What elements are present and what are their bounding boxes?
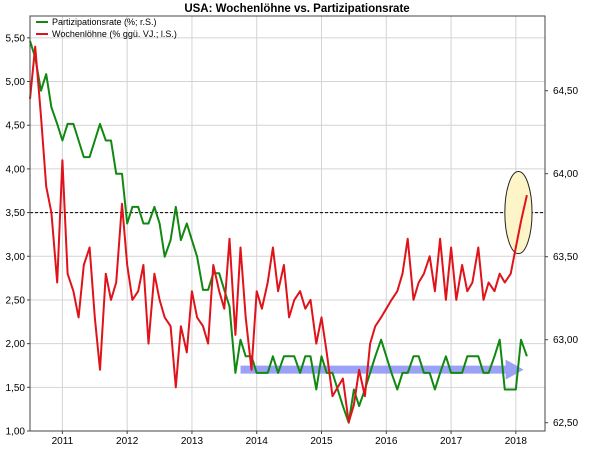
annotation-ellipse-layer xyxy=(504,171,533,255)
x-tick-label: 2011 xyxy=(52,436,74,447)
left-tick-label: 4,50 xyxy=(6,121,26,132)
series-participation-line xyxy=(29,40,528,424)
x-tick-label: 2018 xyxy=(505,436,528,447)
x-tick-label: 2017 xyxy=(440,436,463,447)
left-axis: 1,00 1,50 2,00 2,50 3,00 3,50 4,00 4,50 5,00 5,50 xyxy=(6,33,30,438)
left-tick-label: 5,00 xyxy=(6,77,26,88)
x-axis: 2011 2012 2013 2014 2015 2016 2017 2018 xyxy=(52,431,528,447)
highlight-ellipse xyxy=(504,171,533,255)
left-tick-label: 1,50 xyxy=(6,383,26,394)
trend-arrow xyxy=(240,359,524,380)
right-tick-label: 64,50 xyxy=(553,86,578,97)
series-wages-line xyxy=(29,45,528,424)
left-tick-label: 2,00 xyxy=(6,339,26,350)
right-tick-label: 63,00 xyxy=(553,335,578,346)
x-tick-label: 2013 xyxy=(181,436,204,447)
right-tick-label: 64,00 xyxy=(553,169,578,180)
series-layer xyxy=(29,40,528,424)
legend-label-participation: Partizipationsrate (%; r.S.) xyxy=(52,17,157,27)
left-tick-label: 4,00 xyxy=(6,164,26,175)
chart-title: USA: Wochenlöhne vs. Partizipationsrate xyxy=(184,3,409,15)
right-axis: 62,50 63,00 63,50 64,00 64,50 xyxy=(545,86,578,429)
left-tick-label: 5,50 xyxy=(6,33,26,44)
x-tick-label: 2015 xyxy=(310,436,333,447)
legend-label-wages: Wochenlöhne (% ggü. VJ.; l.S.) xyxy=(52,29,177,39)
left-tick-label: 1,00 xyxy=(6,427,26,438)
legend: Partizipationsrate (%; r.S.) Wochenlöhne… xyxy=(36,17,177,39)
plot-area xyxy=(30,16,545,431)
plot-frame xyxy=(29,15,546,432)
left-tick-label: 2,50 xyxy=(6,295,26,306)
left-tick-label: 3,50 xyxy=(6,208,26,219)
left-tick-label: 3,00 xyxy=(6,252,26,263)
x-tick-label: 2014 xyxy=(246,436,269,447)
annotation-arrow-layer xyxy=(240,359,524,380)
right-tick-label: 63,50 xyxy=(553,252,578,263)
x-tick-label: 2016 xyxy=(375,436,398,447)
x-tick-label: 2012 xyxy=(116,436,139,447)
right-tick-label: 62,50 xyxy=(553,418,578,429)
